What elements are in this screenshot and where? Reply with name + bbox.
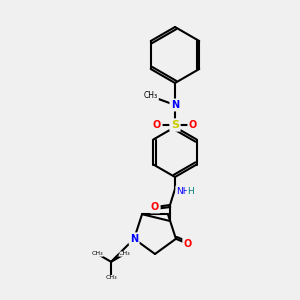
Text: O: O [189,120,197,130]
Text: NH: NH [176,187,190,196]
Text: CH₃: CH₃ [119,251,131,256]
Text: N: N [130,234,138,244]
Text: CH₃: CH₃ [105,275,117,280]
Text: CH₃: CH₃ [92,251,103,256]
Text: H: H [188,187,194,196]
Text: CH₃: CH₃ [144,91,158,100]
Text: O: O [153,120,161,130]
Text: O: O [151,202,159,212]
Text: S: S [171,120,179,130]
Text: N: N [171,100,179,110]
Text: O: O [184,239,192,249]
